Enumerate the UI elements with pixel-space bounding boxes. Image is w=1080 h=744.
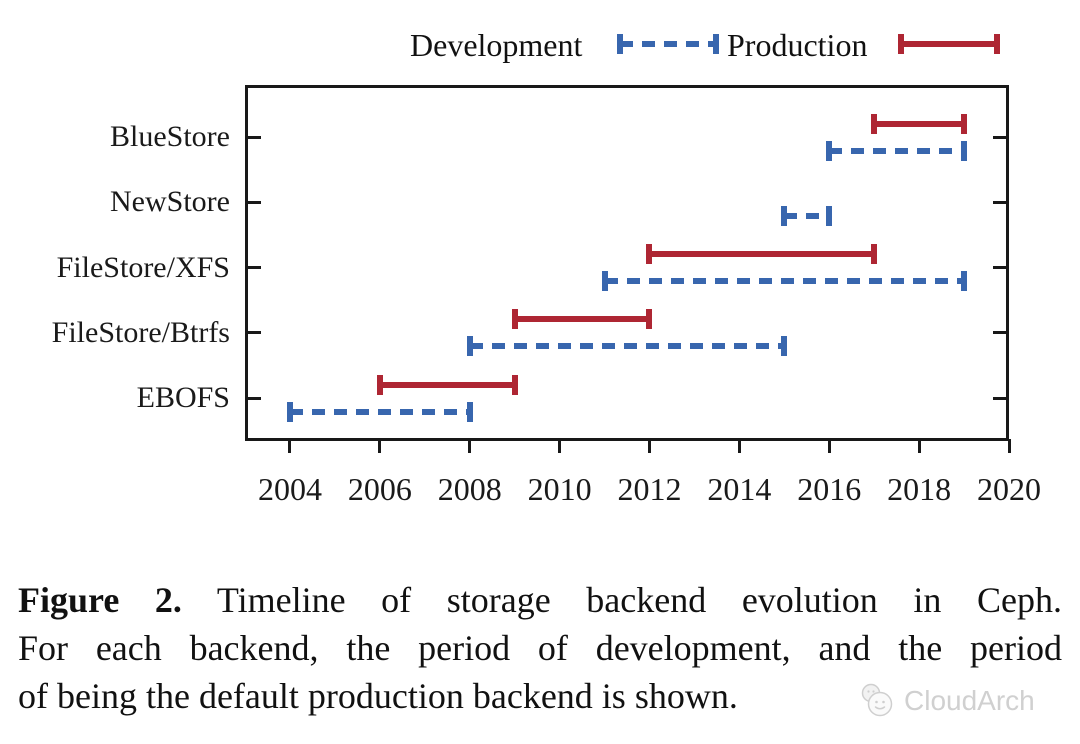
caption-figure-label: Figure 2. [18, 580, 182, 620]
bar-development-newstore-line [784, 212, 830, 219]
x-tick-2016 [827, 439, 831, 453]
x-tick-2018 [917, 439, 921, 453]
bar-production-ebofs-line [379, 381, 515, 388]
x-tick-label-2018: 2018 [887, 471, 952, 507]
caption-line-3: of being the default production backend … [18, 676, 738, 716]
plot-frame [245, 85, 1009, 441]
bar-development-ebofs-cap-end [466, 401, 473, 422]
watermark-label: CloudArch [904, 685, 1035, 716]
watermark: CloudArch [858, 682, 1035, 720]
figure-caption: Figure 2. Timeline of storage backend ev… [18, 576, 1062, 720]
x-tick-label-2006: 2006 [347, 471, 412, 507]
x-tick-2006 [378, 439, 382, 453]
bar-production-bluestore-cap-start [871, 113, 878, 134]
x-tick-label-2020: 2020 [977, 471, 1041, 507]
bar-development-filestore-btrfs-cap-start [466, 336, 473, 357]
x-tick-2008 [468, 439, 472, 453]
category-label-filestore-xfs: FileStore/XFS [56, 250, 230, 284]
x-tick-2010 [558, 439, 562, 453]
caption-line-1-text: Timeline of storage backend evolution in… [181, 580, 1062, 620]
bar-development-filestore-btrfs-line [469, 343, 785, 350]
x-tick-2020 [1007, 439, 1011, 453]
legend-production-sample-line [901, 41, 997, 47]
y-tick-left-ebofs [248, 396, 261, 400]
bar-production-bluestore-cap-end [961, 113, 968, 134]
bar-production-ebofs-cap-start [376, 374, 383, 395]
bar-development-bluestore-line [829, 147, 965, 154]
legend-development-label: Development [410, 27, 583, 63]
y-tick-right-ebofs [993, 396, 1006, 400]
bar-development-filestore-xfs-cap-end [961, 271, 968, 291]
category-label-ebofs: EBOFS [136, 381, 230, 414]
category-label-bluestore: BlueStore [110, 120, 230, 153]
x-tick-label-2012: 2012 [617, 471, 682, 507]
bar-development-bluestore-cap-start [826, 140, 833, 161]
bar-production-filestore-xfs-cap-start [646, 244, 653, 264]
bar-production-filestore-btrfs-line [514, 316, 650, 323]
x-tick-label-2010: 2010 [527, 471, 592, 507]
smiley-chat-icon [858, 682, 896, 720]
bar-development-filestore-xfs-cap-start [601, 271, 608, 291]
legend-development-sample-line [620, 41, 716, 47]
bar-development-bluestore-cap-end [961, 140, 968, 161]
legend-development-sample-cap-end [713, 34, 719, 54]
x-tick-2014 [737, 439, 741, 453]
bar-development-filestore-btrfs-cap-end [781, 336, 788, 357]
bar-development-newstore-cap-end [826, 205, 833, 226]
y-tick-left-bluestore [248, 135, 261, 139]
y-tick-right-bluestore [993, 135, 1006, 139]
legend-production-sample-cap-start [898, 34, 904, 54]
legend-production-label: Production [727, 27, 868, 63]
caption-line-2: For each backend, the period of developm… [18, 628, 1062, 668]
y-tick-right-filestore-xfs [993, 266, 1006, 269]
legend-development-sample-cap-start [617, 34, 623, 54]
x-tick-2012 [647, 439, 651, 453]
y-tick-left-filestore-xfs [248, 266, 261, 269]
x-tick-label-2016: 2016 [797, 471, 862, 507]
y-tick-left-filestore-btrfs [248, 331, 261, 335]
bar-development-ebofs-cap-start [286, 401, 293, 422]
x-tick-2004 [288, 439, 292, 453]
bar-production-ebofs-cap-end [511, 374, 518, 395]
bar-development-newstore-cap-start [781, 205, 788, 226]
bar-development-filestore-xfs-line [604, 278, 965, 284]
category-label-filestore-btrfs: FileStore/Btrfs [51, 315, 230, 349]
x-tick-label-2004: 2004 [257, 471, 322, 507]
bar-production-filestore-btrfs-cap-start [511, 309, 518, 330]
x-tick-label-2014: 2014 [707, 471, 772, 507]
bar-development-ebofs-line [289, 408, 470, 415]
category-label-newstore: NewStore [110, 185, 230, 219]
bar-production-filestore-xfs-cap-end [871, 244, 878, 264]
bar-production-filestore-xfs-line [649, 251, 875, 257]
y-tick-left-newstore [248, 200, 261, 204]
bar-production-bluestore-line [874, 120, 965, 127]
x-tick-label-2008: 2008 [437, 471, 502, 507]
legend-production-sample-cap-end [994, 34, 1000, 54]
bar-production-filestore-btrfs-cap-end [646, 309, 653, 330]
caption-line-1: Figure 2. Timeline of storage backend ev… [18, 576, 1062, 624]
y-tick-right-filestore-btrfs [993, 331, 1006, 335]
y-tick-right-newstore [993, 200, 1006, 204]
